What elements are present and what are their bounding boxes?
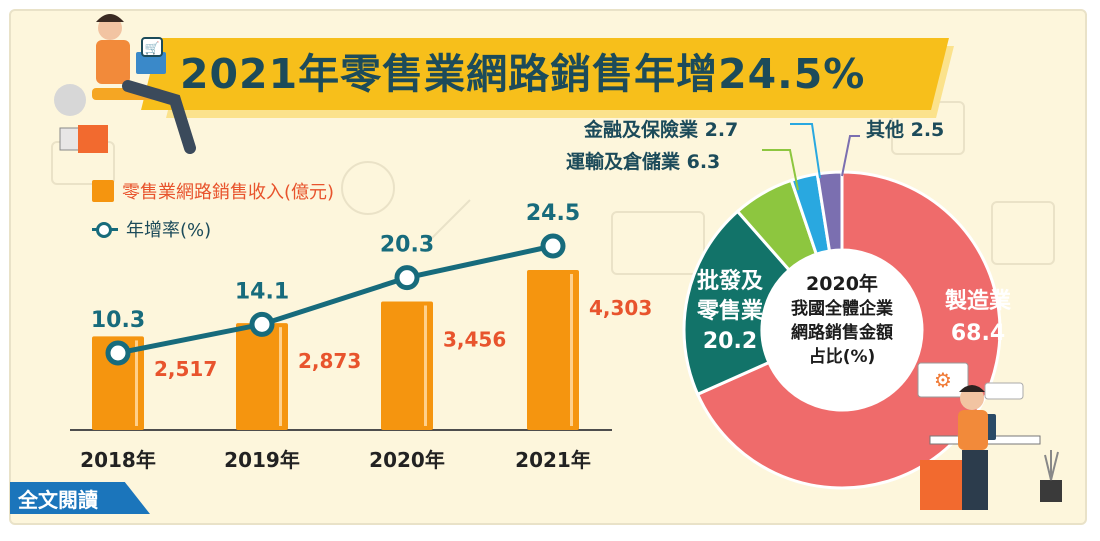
legend-bar-label: 零售業網路銷售收入(億元) [122, 182, 335, 203]
growth-rate-label: 10.3 [91, 308, 145, 333]
leader-line-transport [762, 149, 799, 191]
donut-label-wholesale: 批發及 [697, 269, 764, 294]
gear-card [917, 362, 969, 398]
donut-value-wholesale: 20.2 [703, 329, 757, 354]
x-tick-label: 2019年 [224, 448, 300, 472]
bar-2020年 [381, 301, 433, 430]
legend-line: 年增率(%) [92, 216, 211, 242]
bar-highlight [279, 327, 282, 426]
leader-line-other [841, 135, 860, 177]
bar-value-label: 2,873 [298, 349, 361, 373]
bar-2019年 [236, 323, 288, 430]
legend-line-label: 年增率(%) [126, 220, 212, 241]
read-full-article-button[interactable]: 全文閱讀 [10, 482, 150, 514]
infographic-title: 2021年零售業網路銷售年增24.5% [180, 50, 866, 98]
plant-leaves [54, 84, 86, 116]
legend-line-marker [92, 221, 118, 238]
background-doodle [991, 201, 1055, 265]
donut-external-label: 金融及保險業 2.7 [583, 118, 738, 141]
cart-bubble [141, 37, 163, 57]
donut-chart [682, 170, 1002, 490]
donut-center-line: 網路銷售金額 [791, 322, 893, 343]
background-doodle [611, 211, 705, 275]
donut-label-wholesale: 零售業 [696, 298, 764, 324]
bars-layer [92, 270, 579, 430]
person-legs [122, 80, 196, 154]
cart-icon: 🛒 [145, 41, 160, 55]
x-tick-label: 2018年 [80, 448, 156, 472]
person-shirt [96, 40, 130, 84]
orange-box [920, 460, 964, 510]
bar-2021年 [527, 270, 579, 430]
growth-rate-point [394, 265, 420, 291]
bar-value-label: 4,303 [589, 296, 652, 320]
donut-center-line: 占比(%) [809, 346, 876, 367]
bar-2018年 [92, 336, 144, 430]
donut-center-line: 2020年 [806, 272, 878, 295]
bar-value-label: 2,517 [154, 357, 217, 381]
bar-value-label: 3,456 [443, 327, 506, 351]
donut-label-manufacturing: 製造業 [944, 288, 1012, 314]
person-at-desk-illustration: ⚙ [917, 362, 1062, 510]
person-with-laptop-illustration: 🛒 [54, 14, 196, 154]
growth-rate-point [249, 311, 275, 337]
points-layer [105, 233, 566, 366]
gear-icon: ⚙ [934, 368, 952, 392]
growth-rate-label: 20.3 [380, 233, 434, 258]
shopping-bag [78, 125, 108, 153]
donut-value-manufacturing: 68.4 [951, 321, 1005, 346]
background-doodle [341, 161, 395, 215]
growth-rate-label: 14.1 [235, 279, 289, 304]
bar-highlight [570, 274, 573, 426]
growth-rate-point [540, 233, 566, 259]
legend-bars: 零售業網路銷售收入(億元) [92, 178, 334, 204]
laptop [136, 52, 166, 74]
legend-bar-swatch [92, 180, 114, 202]
x-tick-label: 2021年 [515, 448, 591, 472]
growth-rate-point [105, 340, 131, 366]
leader-line-finance [790, 123, 821, 179]
bar-highlight [424, 305, 427, 426]
labels-layer: 2,517 2018年 2,873 2019年 3,456 2020年 4,303 2021年… [80, 201, 652, 472]
potted-plant [1040, 480, 1062, 502]
donut-center-line: 我國全體企業 [791, 298, 893, 319]
donut-external-label: 運輸及倉儲業 6.3 [566, 150, 720, 173]
growth-rate-label: 24.5 [526, 201, 580, 226]
speech-bubble [984, 382, 1024, 400]
donut-center [762, 250, 922, 410]
worker-legs [962, 450, 988, 510]
x-tick-label: 2020年 [369, 448, 445, 472]
growth-rate-line [117, 243, 554, 356]
bar-highlight [135, 340, 138, 426]
donut-external-label: 其他 2.5 [866, 118, 944, 141]
worker-shirt [958, 410, 988, 450]
